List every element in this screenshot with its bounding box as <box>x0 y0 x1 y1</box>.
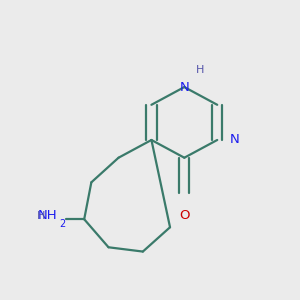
Text: 2: 2 <box>59 219 65 230</box>
Text: O: O <box>179 209 190 222</box>
Text: N: N <box>179 81 189 94</box>
Text: NH: NH <box>38 209 58 222</box>
Text: H: H <box>37 211 46 221</box>
Text: N: N <box>230 134 239 146</box>
Text: H: H <box>196 65 204 75</box>
